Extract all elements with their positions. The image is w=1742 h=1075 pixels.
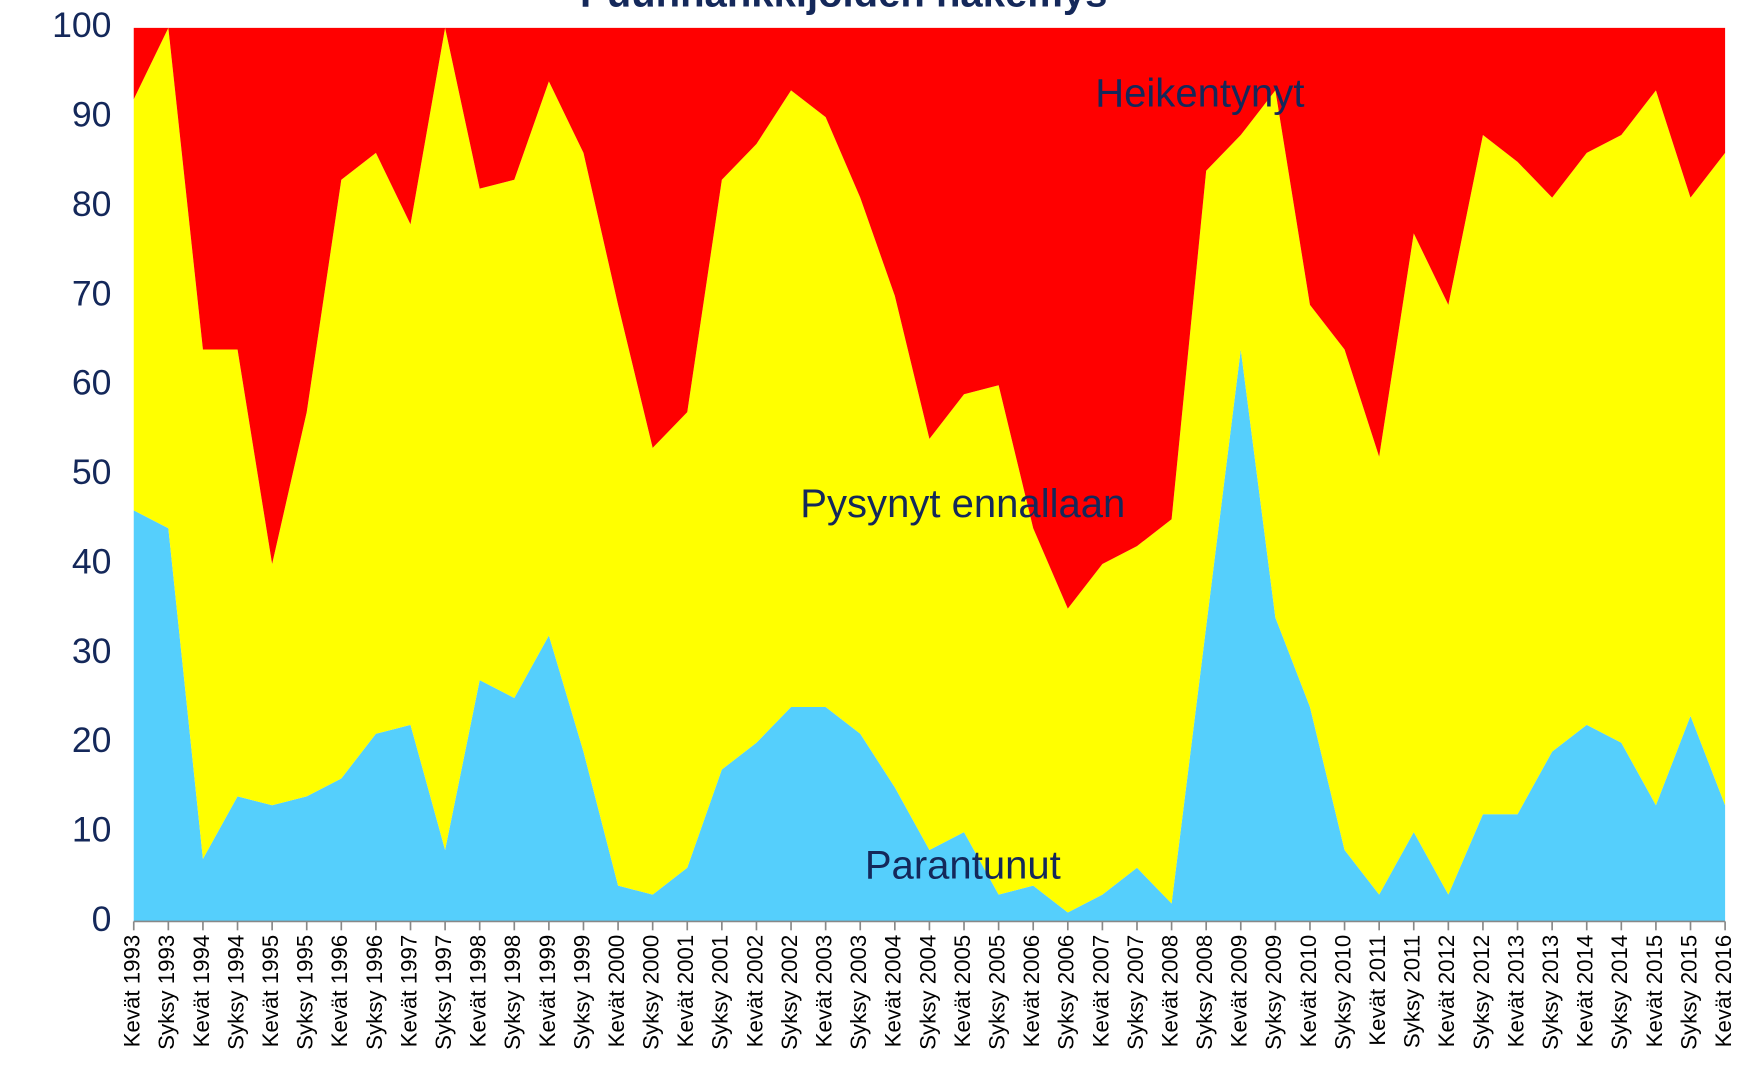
x-tick-label: Syksy 2001: [708, 935, 733, 1050]
x-tick-label: Syksy 2006: [1054, 935, 1079, 1050]
x-tick-label: Kevät 2014: [1573, 935, 1598, 1048]
y-tick-label: 90: [72, 95, 112, 135]
y-tick-label: 70: [72, 273, 112, 313]
x-tick-label: Syksy 1999: [569, 935, 594, 1050]
series-label: Parantunut: [865, 844, 1061, 888]
x-tick-label: Kevät 2010: [1296, 935, 1321, 1048]
y-tick-label: 40: [72, 541, 112, 581]
x-tick-label: Kevät 2000: [604, 935, 629, 1048]
y-tick-label: 100: [52, 5, 111, 45]
x-tick-label: Kevät 2013: [1503, 935, 1528, 1048]
x-tick-label: Kevät 2001: [673, 935, 698, 1048]
y-tick-label: 60: [72, 363, 112, 403]
x-tick-label: Syksy 2008: [1192, 935, 1217, 1050]
x-tick-label: Kevät 2005: [950, 935, 975, 1048]
x-tick-label: Syksy 2000: [639, 935, 664, 1050]
x-tick-label: Syksy 1993: [154, 935, 179, 1050]
x-tick-label: Syksy 2002: [777, 935, 802, 1050]
x-tick-label: Kevät 1993: [120, 935, 145, 1048]
x-tick-label: Syksy 2009: [1261, 935, 1286, 1050]
x-tick-label: Kevät 2004: [881, 935, 906, 1048]
x-tick-label: Syksy 1995: [293, 935, 318, 1050]
x-tick-label: Syksy 2003: [846, 935, 871, 1050]
x-tick-label: Kevät 2009: [1227, 935, 1252, 1048]
y-tick-label: 50: [72, 452, 112, 492]
area: [133, 27, 1726, 609]
x-tick-label: Syksy 1998: [500, 935, 525, 1050]
y-tick-label: 20: [72, 720, 112, 760]
x-tick-label: Kevät 1994: [189, 935, 214, 1048]
x-tick-label: Kevät 2003: [812, 935, 837, 1048]
x-tick-label: Kevät 1995: [258, 935, 283, 1048]
x-tick-label: Kevät 1998: [466, 935, 491, 1048]
y-tick-label: 30: [72, 631, 112, 671]
x-tick-label: Syksy 2013: [1538, 935, 1563, 1050]
x-tick-label: Kevät 1997: [396, 935, 421, 1048]
x-tick-label: Syksy 1997: [431, 935, 456, 1050]
x-tick-label: Syksy 1996: [362, 935, 387, 1050]
x-tick-label: Syksy 2004: [915, 935, 940, 1050]
x-tick-label: Kevät 2012: [1434, 935, 1459, 1048]
x-tick-label: Syksy 2012: [1469, 935, 1494, 1050]
x-tick-label: Kevät 1999: [535, 935, 560, 1048]
x-tick-label: Kevät 2007: [1088, 935, 1113, 1048]
x-tick-label: Kevät 2006: [1019, 935, 1044, 1048]
series-label: Heikentynyt: [1095, 71, 1304, 115]
y-tick-label: 80: [72, 184, 112, 224]
x-tick-label: Syksy 1994: [223, 935, 248, 1050]
y-tick-label: 10: [72, 809, 112, 849]
chart-title: Puunhankkijoiden näkemys: [580, 0, 1107, 16]
x-tick-label: Kevät 2002: [742, 935, 767, 1048]
x-tick-label: Syksy 2007: [1123, 935, 1148, 1050]
y-tick-label: 0: [92, 899, 112, 939]
x-tick-label: Kevät 2015: [1642, 935, 1667, 1048]
x-tick-label: Kevät 2008: [1157, 935, 1182, 1048]
x-tick-label: Syksy 2010: [1330, 935, 1355, 1050]
x-tick-label: Syksy 2014: [1607, 935, 1632, 1050]
x-tick-label: Syksy 2011: [1400, 935, 1425, 1048]
x-tick-label: Syksy 2005: [984, 935, 1009, 1050]
series-label: Pysynyt ennallaan: [800, 482, 1125, 526]
x-tick-label: Syksy 2015: [1676, 935, 1701, 1050]
x-tick-label: Kevät 2011: [1365, 935, 1390, 1046]
x-tick-label: Kevät 1996: [327, 935, 352, 1048]
area: [133, 27, 1726, 913]
x-tick-label: Kevät 2016: [1711, 935, 1736, 1048]
